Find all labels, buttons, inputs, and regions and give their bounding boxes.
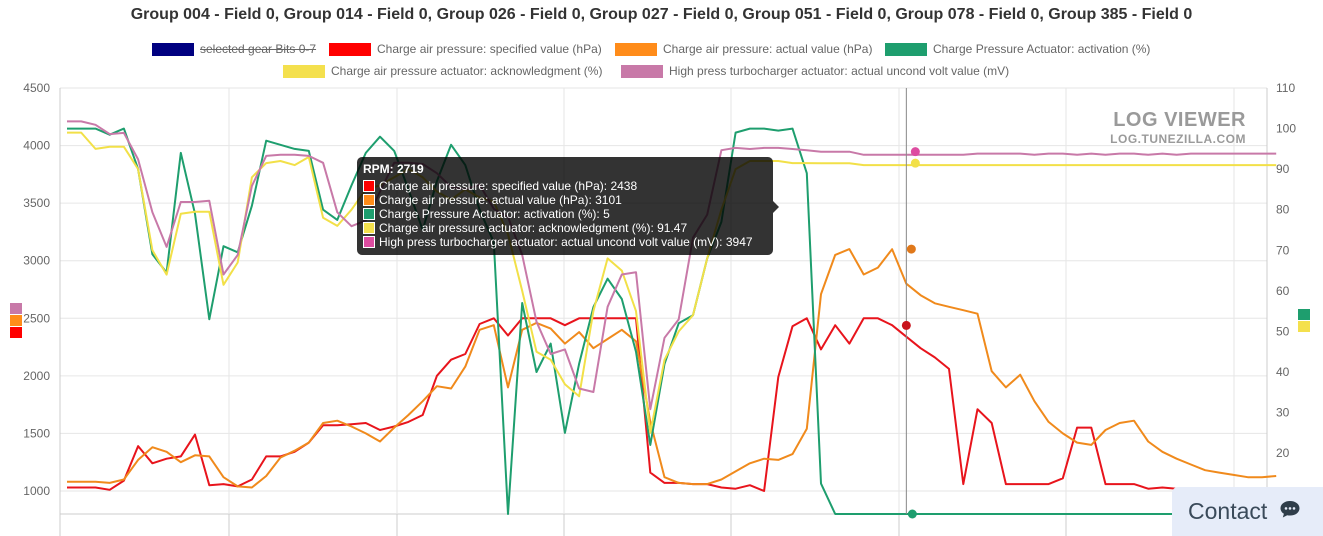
tooltip-swatch [363,222,375,234]
data-tooltip: RPM: 2719 Charge air pressure: specified… [357,157,773,255]
tooltip-row-text: Charge air pressure: actual value (hPa):… [379,193,622,207]
legend-swatch [615,42,657,56]
y-left-tick-label: 2500 [23,311,50,325]
legend-label: selected gear Bits 0-7 [200,42,317,56]
axis-series-swatch [10,315,22,326]
tooltip-title: RPM: 2719 [363,162,424,176]
y-right-tick-label: 40 [1276,365,1290,379]
tooltip-swatch [363,236,375,248]
legend-label: Charge Pressure Actuator: activation (%) [933,42,1151,56]
y-left-tick-label: 4000 [23,139,50,153]
tooltip-swatch [363,194,375,206]
axis-series-swatch [10,327,22,338]
watermark-url: LOG.TUNEZILLA.COM [1110,132,1246,146]
tooltip-row: High press turbocharger actuator: actual… [363,235,767,249]
series-line [67,317,1263,495]
legend-label: Charge air pressure actuator: acknowledg… [331,64,603,78]
axis-series-swatch [1298,321,1310,332]
tooltip-row: Charge Pressure Actuator: activation (%)… [363,207,767,221]
hover-point-marker [907,509,917,519]
y-left-tick-label: 4500 [23,81,50,95]
tooltip-row-text: High press turbocharger actuator: actual… [379,235,753,249]
y-right-tick-label: 50 [1276,324,1290,338]
y-left-tick-label: 1500 [23,426,50,440]
y-right-tick-label: 90 [1276,162,1290,176]
tooltip-row: Charge air pressure: specified value (hP… [363,179,767,193]
series-line [67,120,1277,411]
hover-point-marker [906,244,916,254]
legend-label: High press turbocharger actuator: actual… [669,64,1010,78]
legend-swatch [329,42,371,56]
y-left-tick-label: 3500 [23,196,50,210]
tooltip-caret [773,201,779,213]
tooltip-row-text: Charge air pressure actuator: acknowledg… [379,221,688,235]
tooltip-swatch [363,208,375,220]
legend-item[interactable]: Charge air pressure: actual value (hPa) [615,42,872,56]
y-right-tick-label: 20 [1276,446,1290,460]
hover-point-marker [910,158,920,168]
y-left-tick-label: 3000 [23,254,50,268]
y-right-tick-label: 70 [1276,243,1290,257]
chat-bubble-icon [1279,499,1301,524]
contact-label: Contact [1188,498,1268,524]
legend-item[interactable]: Charge air pressure actuator: acknowledg… [283,64,602,78]
contact-button[interactable]: Contact [1172,487,1323,536]
chart-title: Group 004 - Field 0, Group 014 - Field 0… [130,6,1193,23]
hover-point-marker [910,147,920,157]
legend-swatch [152,42,194,56]
y-right-tick-label: 60 [1276,284,1290,298]
y-right-tick-label: 30 [1276,406,1290,420]
series-line [67,131,1277,434]
legend-label: Charge air pressure: specified value (hP… [377,42,602,56]
y-left-tick-label: 1000 [23,484,50,498]
legend-item[interactable]: High press turbocharger actuator: actual… [621,64,1009,78]
watermark-title: LOG VIEWER [1113,109,1246,131]
tooltip-row-text: Charge air pressure: specified value (hP… [379,179,638,193]
tooltip-row: Charge air pressure actuator: acknowledg… [363,221,767,235]
legend-swatch [283,64,325,78]
legend-swatch [885,42,927,56]
legend-item[interactable]: selected gear Bits 0-7 [152,42,316,56]
legend-label: Charge air pressure: actual value (hPa) [663,42,873,56]
legend-item[interactable]: Charge Pressure Actuator: activation (%) [885,42,1150,56]
tooltip-swatch [363,180,375,192]
legend-swatch [621,64,663,78]
legend-item[interactable]: Charge air pressure: specified value (hP… [329,42,602,56]
hover-point-marker [901,320,911,330]
axis-series-swatch [10,303,22,314]
y-left-tick-label: 2000 [23,369,50,383]
tooltip-row: Charge air pressure: actual value (hPa):… [363,193,767,207]
tooltip-row-text: Charge Pressure Actuator: activation (%)… [379,207,610,221]
y-right-tick-label: 100 [1276,122,1296,136]
y-right-tick-label: 110 [1276,81,1295,95]
y-right-tick-label: 80 [1276,203,1290,217]
series-line [67,248,1277,489]
axis-series-swatch [1298,309,1310,320]
